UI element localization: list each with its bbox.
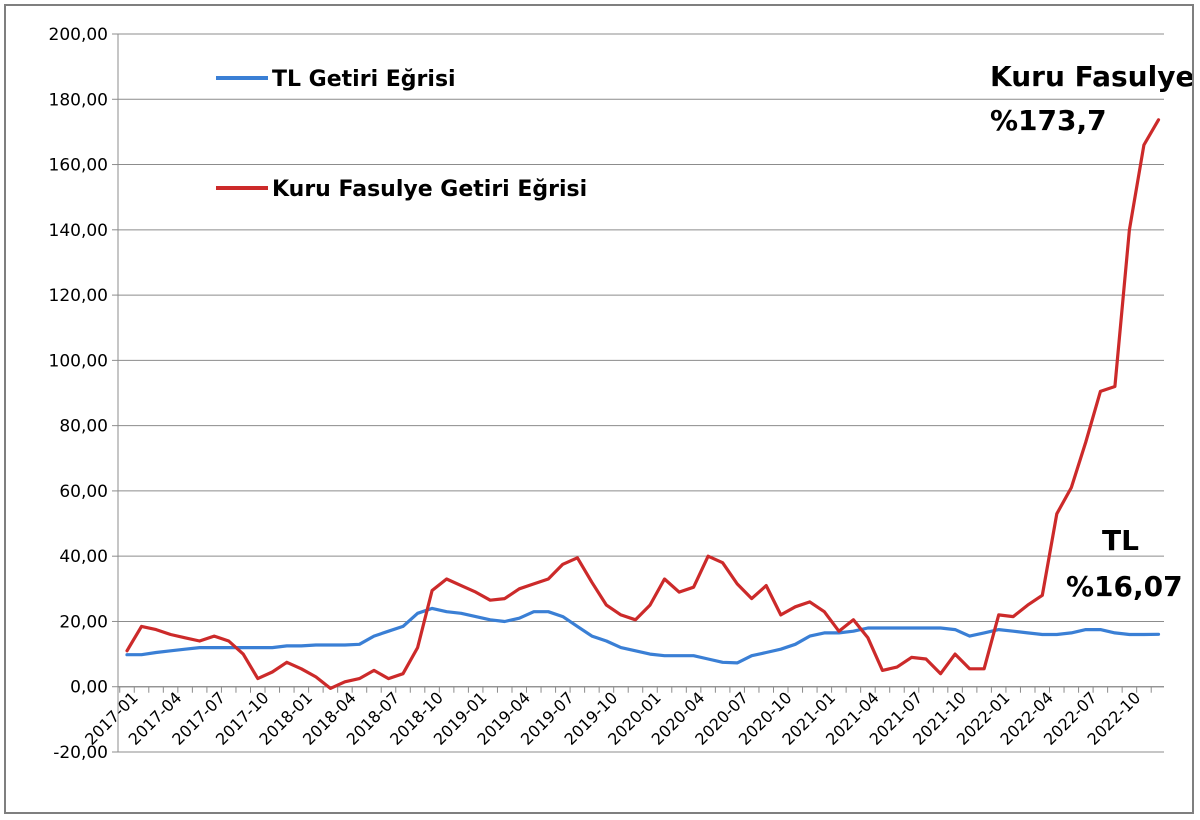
x-axis-ticks: 2017-012017-042017-072017-102018-012018-… bbox=[81, 686, 1152, 749]
annotation-kuru-fasulye-value: %173,7 bbox=[990, 104, 1107, 137]
y-axis-ticks: -20,00 0,00 20,00 40,00 60,00 80,00 100,00 120,… bbox=[49, 25, 118, 763]
series-lines bbox=[125, 118, 1161, 691]
annotation-tl-title: TL bbox=[1102, 524, 1139, 557]
y-tick-label: 200,00 bbox=[49, 25, 108, 45]
y-tick-label: 60,00 bbox=[59, 482, 108, 502]
legend-label-kuru-fasulye: Kuru Fasulye Getiri Eğrisi bbox=[272, 177, 587, 202]
y-tick-label: 80,00 bbox=[59, 417, 108, 437]
legend: TL Getiri Eğrisi Kuru Fasulye Getiri Eğr… bbox=[216, 67, 587, 202]
y-tick-label: 40,00 bbox=[59, 547, 108, 567]
y-tick-label: 140,00 bbox=[49, 221, 108, 241]
y-tick-label: 120,00 bbox=[49, 286, 108, 306]
y-tick-label: -20,00 bbox=[53, 743, 108, 763]
axes bbox=[117, 34, 1164, 752]
y-tick-label: 100,00 bbox=[49, 351, 108, 371]
annotations: Kuru Fasulye %173,7 TL %16,07 bbox=[990, 60, 1192, 603]
y-tick-label: 180,00 bbox=[49, 90, 108, 110]
y-tick-label: 20,00 bbox=[59, 612, 108, 632]
annotation-tl-value: %16,07 bbox=[1066, 570, 1183, 603]
annotation-kuru-fasulye-title: Kuru Fasulye bbox=[990, 60, 1192, 93]
legend-label-tl: TL Getiri Eğrisi bbox=[272, 67, 456, 92]
line-chart: -20,00 0,00 20,00 40,00 60,00 80,00 100,00 120,… bbox=[49, 25, 1192, 763]
gridlines bbox=[118, 33, 1164, 753]
y-tick-label: 160,00 bbox=[49, 156, 108, 176]
series-line-tl bbox=[125, 606, 1161, 665]
series-line-kuru-fasulye bbox=[125, 118, 1161, 691]
y-tick-label: 0,00 bbox=[70, 678, 108, 698]
chart-frame: -20,00 0,00 20,00 40,00 60,00 80,00 100,00 120,… bbox=[4, 4, 1194, 814]
